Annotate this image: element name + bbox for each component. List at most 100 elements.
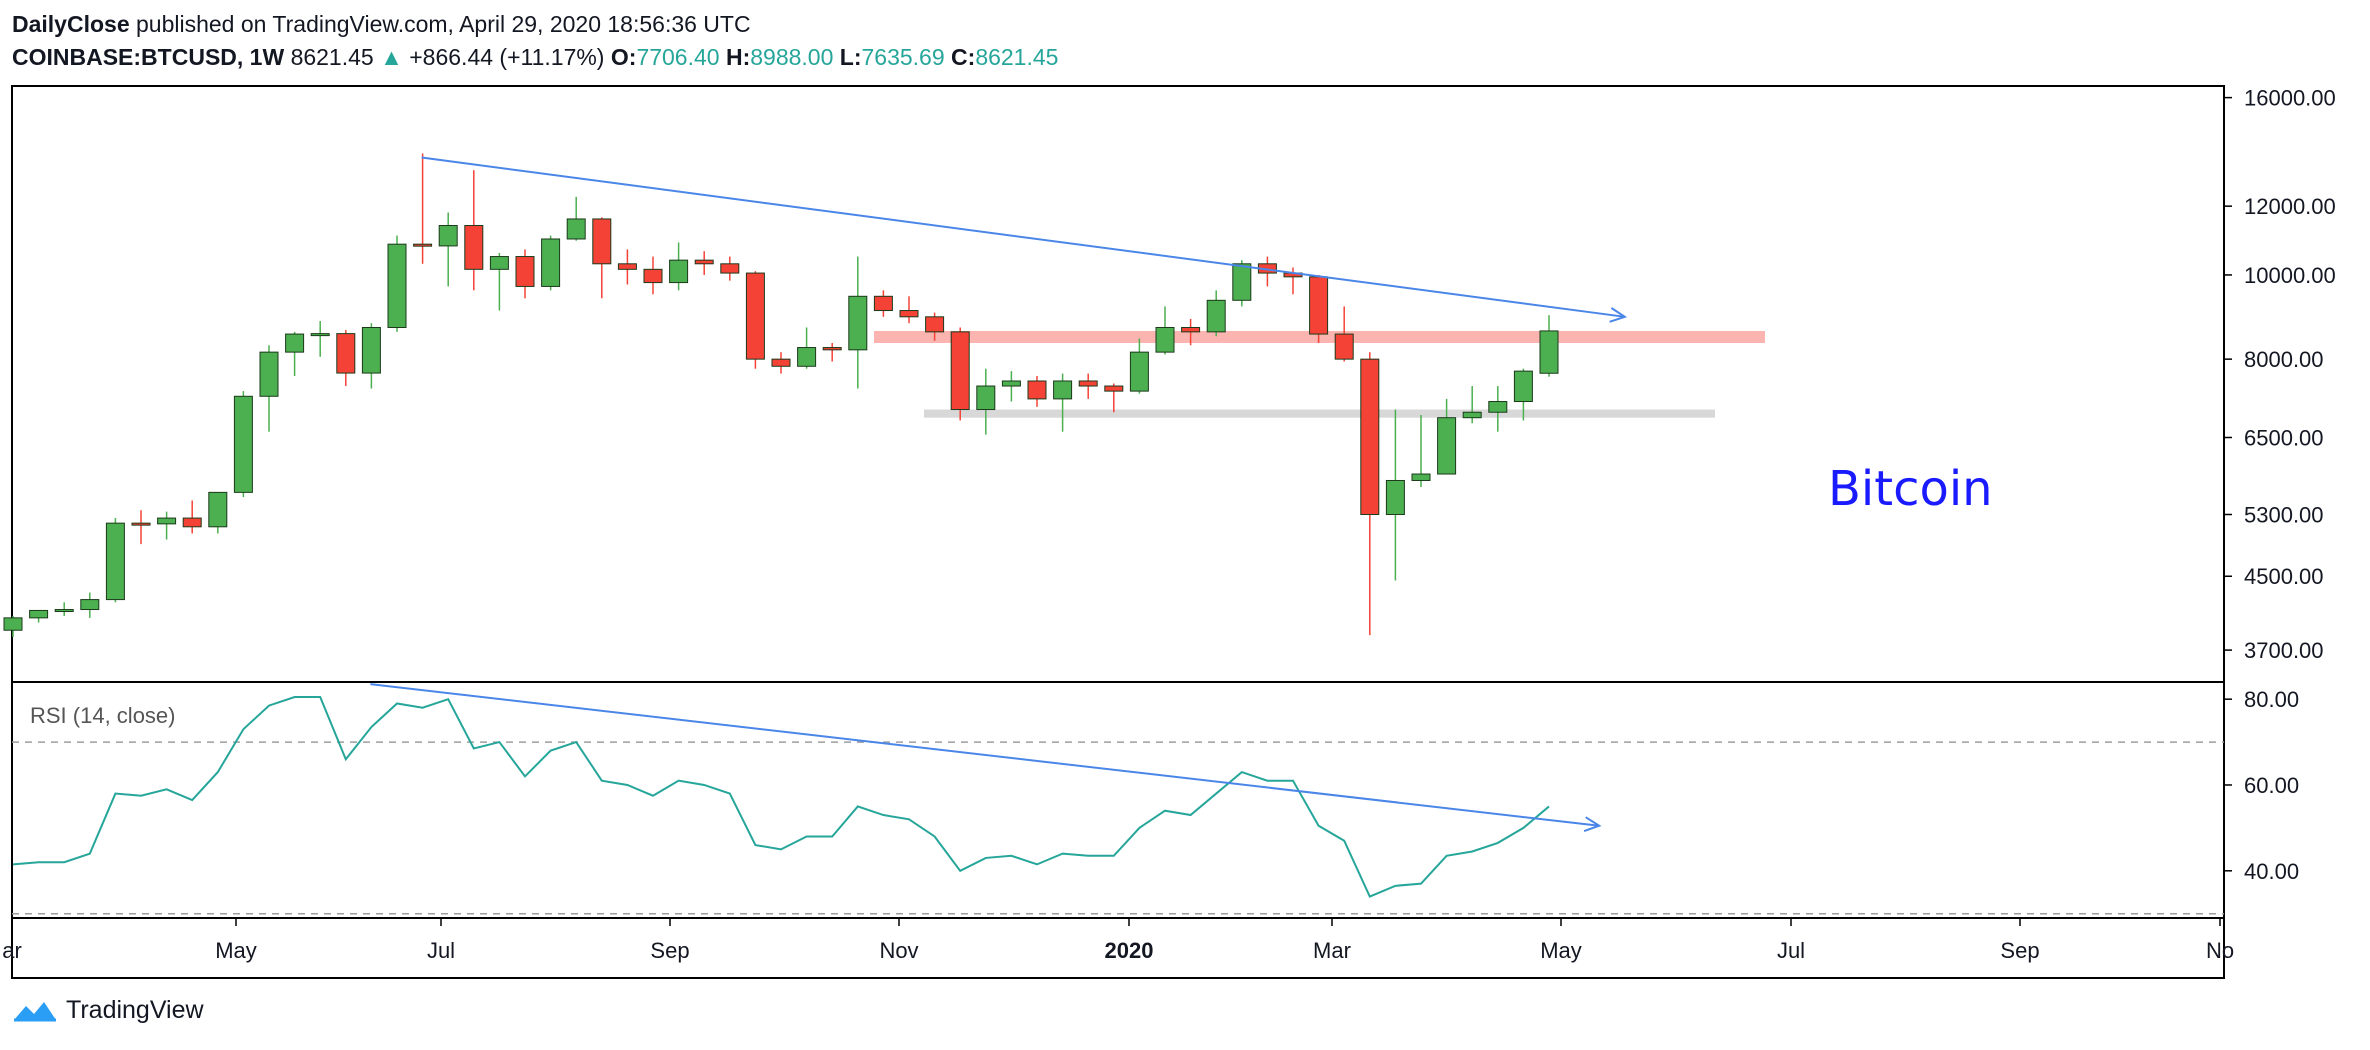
candle-body [822,347,842,351]
price-tick-label: 16000.00 [2244,86,2336,111]
time-tick-label: Mar [1313,938,1351,963]
rsi-tick-label: 40.00 [2244,859,2299,884]
candle-body [566,218,586,240]
candle-body [208,491,228,528]
candle-body [413,243,433,247]
rsi-bands [12,741,2224,915]
candle-body [899,310,919,318]
candle-body [950,331,970,411]
tradingview-logo-icon [14,1001,56,1021]
candle-body [976,385,996,411]
price-tick-label: 3700.00 [2244,638,2324,663]
time-tick-label: Jul [1777,938,1805,963]
support-zone [924,409,1715,418]
candle-body [3,617,23,631]
high-value: 8988.00 [750,44,834,70]
candle-body [182,517,202,528]
candle-body [925,316,945,333]
symbol-label: COINBASE:BTCUSD, 1W [12,44,285,70]
candle-body [259,351,279,397]
candle-body [1385,479,1405,515]
candle-body [1027,380,1047,400]
time-tick-label: ar [2,938,22,963]
last-price: 8621.45 [290,44,374,70]
candle-body [361,326,381,374]
header-line-2: COINBASE:BTCUSD, 1W 8621.45 ▲ +866.44 (+… [12,41,1058,74]
candle-body [848,295,868,351]
low-value: 7635.69 [861,44,945,70]
trendlines [370,156,1628,832]
price-change: +866.44 (+11.17%) [409,44,605,70]
price-axis[interactable]: 16000.00 12000.00 10000.00 8000.00 6500.00 53… [2224,86,2336,663]
rsi-axis[interactable]: 80.00 60.00 40.00 [2224,687,2299,884]
time-tick-label: Nov [879,938,918,963]
change-arrow-icon: ▲ [380,44,403,70]
chart-header: DailyClose published on TradingView.com,… [12,8,1058,74]
candle-body [1232,263,1252,301]
candle-body [29,609,49,619]
candle-body [131,522,151,526]
tradingview-brand-text: TradingView [66,996,204,1024]
time-tick-label: No [2206,938,2234,963]
candle-body [54,609,74,613]
candle-body [1155,326,1175,353]
price-trendline [421,156,1625,318]
candle-body [771,358,791,367]
candles [3,153,1559,638]
candle-body [464,225,484,270]
rsi-tick-label: 80.00 [2244,687,2299,712]
candle-body [515,256,535,287]
candle-body [489,256,509,270]
author-name[interactable]: DailyClose [12,11,130,37]
published-text: published on TradingView.com, April 29, … [136,11,751,37]
price-tick-label: 4500.00 [2244,564,2324,589]
low-label: L: [839,44,862,70]
candle-body [592,218,612,265]
rsi-trendline [370,683,1600,827]
candle-body [1539,330,1559,374]
time-tick-label: Sep [650,938,689,963]
candle-body [694,259,714,265]
candle-body [157,517,177,525]
candle-body [1206,299,1226,333]
open-label: O: [610,44,637,70]
candle-body [285,333,305,353]
time-axis[interactable]: ar May Jul Sep Nov 2020 Mar May Jul Sep No [2,918,2234,963]
candle-body [1411,473,1431,481]
chart-frame [11,85,2225,979]
close-value: 8621.45 [975,44,1059,70]
candle-body [1078,380,1098,387]
candle-body [80,599,100,611]
candle-body [1053,380,1073,400]
chart-border [11,85,2225,979]
candle-body [1488,401,1508,413]
candle-body [105,522,125,601]
price-tick-label: 5300.00 [2244,502,2324,527]
open-value: 7706.40 [636,44,720,70]
candle-body [873,295,893,312]
chart-area[interactable]: 16000.00 12000.00 10000.00 8000.00 6500.00 53… [0,0,2370,990]
rsi-series [12,696,1550,898]
price-trendline-arrowhead [1609,307,1628,323]
candle-body [1104,385,1124,392]
time-tick-label: May [215,938,257,963]
candle-body [745,272,765,360]
candle-body [1181,326,1201,333]
candle-body [669,259,689,284]
candle-body [541,238,561,287]
rsi-line [12,696,1550,898]
candle-body [643,268,663,284]
candle-body [1001,380,1021,387]
candle-body [797,347,817,367]
footer-brand[interactable]: TradingView [12,996,204,1025]
candle-body [310,333,330,337]
high-label: H: [725,44,751,70]
candle-body [1513,370,1533,403]
time-tick-label: Jul [427,938,455,963]
bitcoin-annotation[interactable]: Bitcoin [1828,461,1993,517]
candle-body [336,333,356,374]
header-line-1: DailyClose published on TradingView.com,… [12,8,1058,41]
price-tick-label: 6500.00 [2244,425,2324,450]
price-zones [874,330,1765,418]
candle-body [1360,358,1380,515]
